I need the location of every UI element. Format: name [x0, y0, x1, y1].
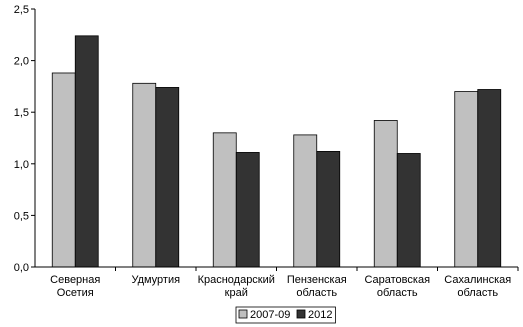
x-category-label-line: область: [296, 287, 337, 299]
bar-2012: [155, 87, 180, 268]
x-category-label: Сахалинская область: [444, 274, 511, 299]
y-tick-label: 1,0: [14, 159, 29, 171]
x-axis-categories: Северная Осетия Удмуртия Краснодарский край П…: [50, 267, 519, 299]
x-category-label-line: край: [225, 287, 248, 299]
bar-2007-09: [373, 120, 398, 268]
bar-2007-09: [212, 132, 237, 268]
y-axis-ticks: 0,0 0,5 1,0 1,5 2,0 2,5: [14, 4, 35, 274]
legend-label: 2012: [308, 309, 332, 321]
x-category-label: Удмуртия: [131, 274, 180, 286]
bar-2012: [477, 89, 502, 268]
bar-2007-09: [454, 91, 479, 268]
bar-2007-09: [132, 82, 157, 268]
x-category-label-line: Удмуртия: [131, 274, 180, 286]
y-tick-label: 0,5: [14, 210, 29, 222]
bar-2007-09: [293, 134, 318, 268]
x-category-label-line: область: [457, 287, 498, 299]
y-tick-label: 2,0: [14, 56, 29, 68]
legend-swatch: [296, 309, 306, 319]
x-category-label-line: Саратовская: [364, 274, 430, 286]
x-category-label: Северная Осетия: [50, 274, 100, 299]
bar-2012: [396, 153, 421, 268]
x-category-label-line: Краснодарский: [198, 274, 275, 286]
x-category-label: Саратовская область: [364, 274, 430, 299]
x-category-label-line: Пензенская: [287, 274, 347, 286]
bar-2012: [316, 151, 341, 268]
legend: 2007-09 2012: [235, 306, 336, 324]
legend-swatch: [238, 309, 248, 319]
bar-2012: [235, 152, 260, 268]
x-category-label-line: Сахалинская: [444, 274, 511, 286]
y-tick-label: 2,5: [14, 4, 29, 16]
x-category-label-line: Осетия: [57, 287, 94, 299]
legend-label: 2007-09: [250, 309, 290, 321]
bar-2012: [74, 35, 99, 268]
y-tick-label: 1,5: [14, 107, 29, 119]
x-category-label: Пензенская область: [287, 274, 347, 299]
bar-2007-09: [51, 72, 76, 268]
y-tick-label: 0,0: [14, 262, 29, 274]
x-category-label-line: Северная: [50, 274, 100, 286]
x-category-label: Краснодарский край: [198, 274, 275, 299]
legend-box: [235, 306, 336, 324]
bars-group: [51, 35, 502, 268]
x-category-label-line: область: [377, 287, 418, 299]
